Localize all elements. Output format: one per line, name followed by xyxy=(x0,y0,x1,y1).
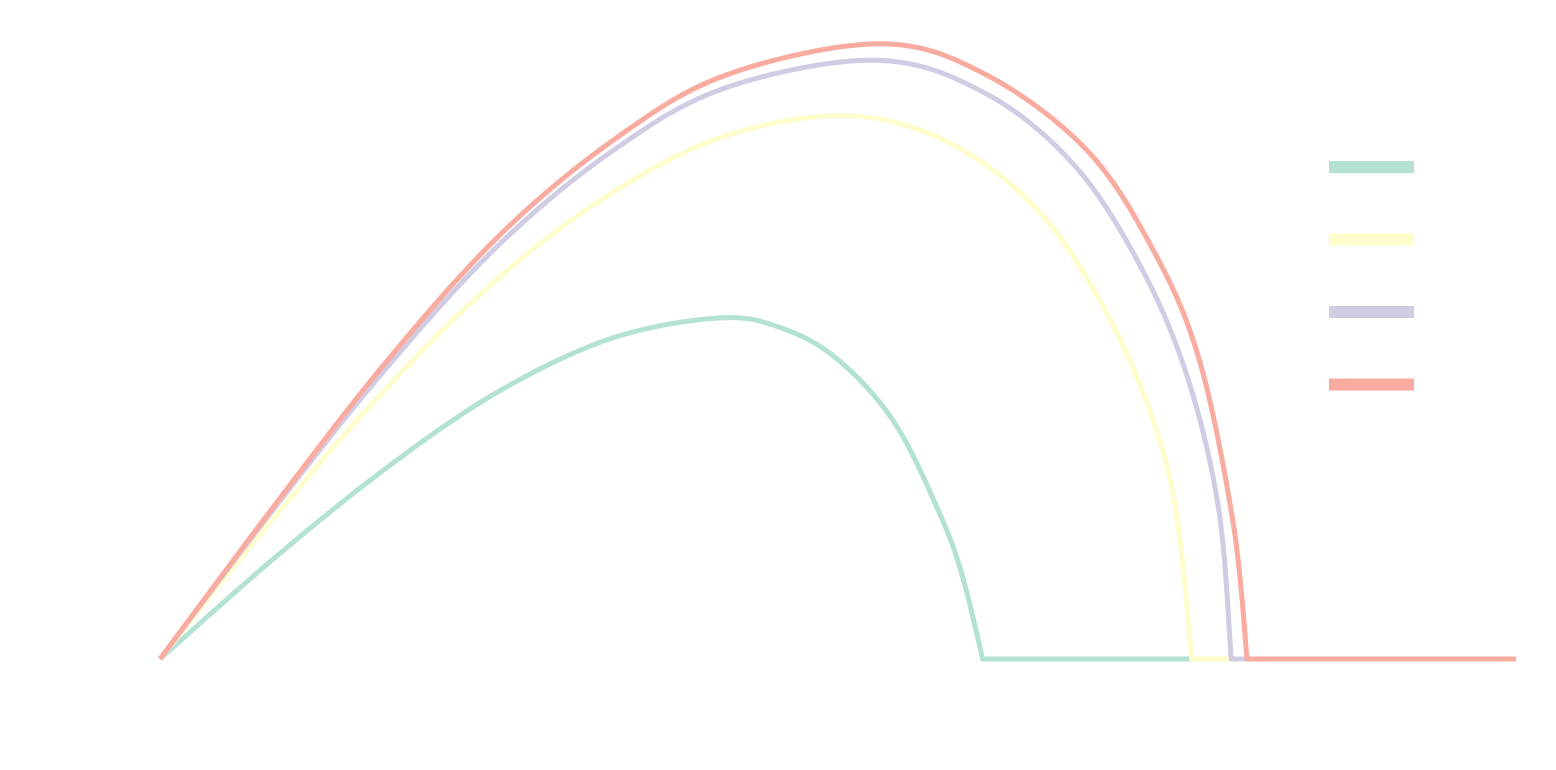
legend-swatch-1 xyxy=(1329,161,1414,173)
series-line-1 xyxy=(158,315,1516,662)
legend xyxy=(1329,161,1414,391)
series-line-2 xyxy=(158,113,1516,662)
legend-swatch-3 xyxy=(1329,306,1414,318)
series-line-3 xyxy=(158,57,1516,662)
legend-swatch-2 xyxy=(1329,233,1414,246)
plot-area xyxy=(157,41,1516,662)
series-line-4 xyxy=(157,41,1516,662)
legend-swatch-4 xyxy=(1329,378,1414,391)
